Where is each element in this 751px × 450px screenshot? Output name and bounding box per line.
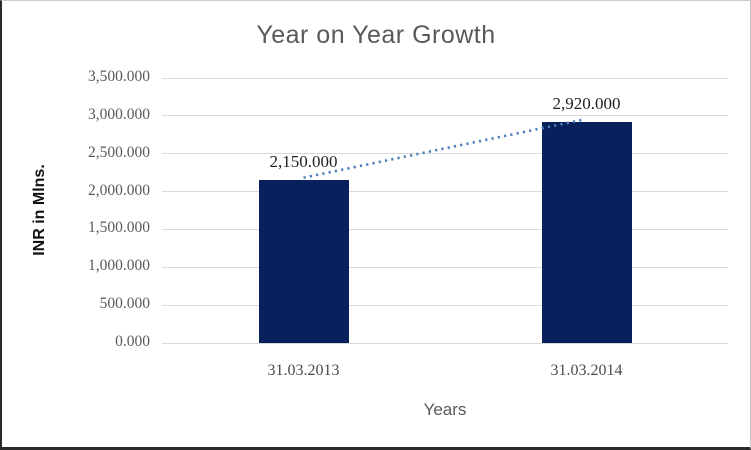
bar-31.03.2013[interactable] [258,180,349,343]
gridline [162,342,728,344]
y-tick-label: 1,500.000 [88,219,150,237]
gridline [162,266,728,268]
y-tick-label: 0.000 [115,333,150,350]
trendline-path [303,118,585,179]
y-tick-label: 1,000.000 [88,257,150,275]
trendline-layer [303,118,585,179]
y-axis-title: INR in Mlns. [31,163,48,256]
gridline [162,115,728,117]
y-tick-label: 500.000 [99,295,150,313]
y-tick-label: 3,000.000 [88,105,150,123]
gridline [162,191,728,193]
chart-title: Year on Year Growth [256,21,496,49]
gridline [162,228,728,230]
data-label: 2,150.000 [269,152,338,172]
plot-area: 2,150.000 2,920.000 [162,77,728,344]
x-category-label: 31.03.2013 [267,362,340,379]
bar-31.03.2014[interactable] [541,121,632,343]
y-tick-label: 2,000.000 [88,181,150,199]
gridline [162,304,728,306]
gridline [162,153,728,155]
x-category-label: 31.03.2014 [550,362,623,379]
y-tick-label: 3,500.000 [88,68,150,85]
data-label: 2,920.000 [552,93,621,113]
y-tick-label: 2,500.000 [88,143,150,161]
gridline [162,77,728,79]
x-axis-title: Years [423,400,467,419]
